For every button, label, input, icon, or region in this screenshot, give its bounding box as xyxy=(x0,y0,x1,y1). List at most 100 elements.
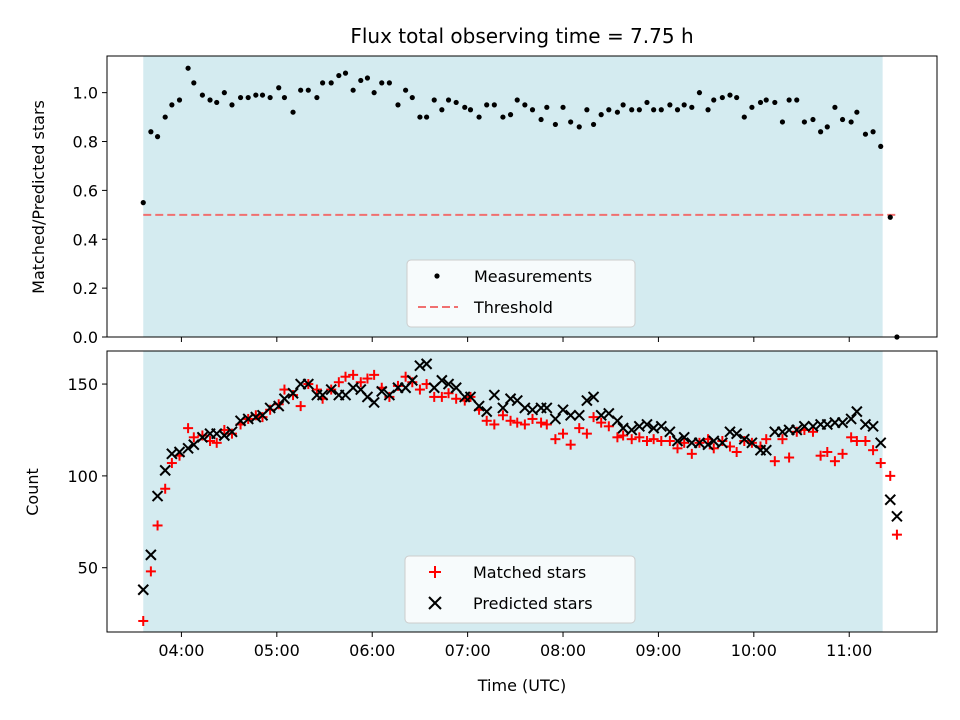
measurement-point xyxy=(870,129,876,135)
predicted-star-point xyxy=(617,422,629,434)
matched-star-point xyxy=(519,419,530,430)
measurement-point xyxy=(522,102,528,108)
measurement-point xyxy=(576,124,582,130)
measurement-point xyxy=(705,107,711,113)
measurement-point xyxy=(245,94,251,101)
matched-star-point xyxy=(407,377,418,388)
y-tick-label: 0.4 xyxy=(73,230,98,249)
predicted-star-point xyxy=(436,374,448,387)
matched-star-point xyxy=(340,371,351,382)
predicted-star-point xyxy=(655,420,667,433)
matched-star-point xyxy=(860,435,871,446)
count-panel: 50 100 150 04:00 05:00 06:00 07:00 08:00 09:00 1… xyxy=(23,350,938,695)
matched-star-point xyxy=(348,369,359,380)
measurement-point xyxy=(500,114,506,120)
measurement-point xyxy=(818,129,824,135)
ratio-panel-frame xyxy=(106,55,938,338)
matched-star-point xyxy=(138,615,149,626)
predicted-star-point xyxy=(798,420,811,433)
predicted-star-point xyxy=(776,426,789,438)
measurement-point xyxy=(689,104,695,110)
predicted-star-point xyxy=(573,409,585,421)
matched-star-point xyxy=(618,430,629,441)
legend-predicted-stars: Predicted stars xyxy=(473,594,593,613)
measurement-point xyxy=(237,94,244,101)
predicted-star-point xyxy=(557,404,569,416)
matched-star-point xyxy=(436,391,447,402)
measurement-point xyxy=(810,116,816,123)
predicted-star-point xyxy=(716,437,729,449)
measurement-point xyxy=(364,75,371,81)
predicted-star-point xyxy=(480,405,493,418)
measurement-point xyxy=(439,107,445,113)
y-tick-label: 100 xyxy=(67,467,98,486)
matched-star-point xyxy=(588,412,599,423)
matched-star-point xyxy=(885,470,896,481)
measurement-point xyxy=(350,87,356,93)
measurement-point xyxy=(162,114,168,120)
predicted-star-point xyxy=(420,358,433,370)
predicted-star-point xyxy=(226,426,238,438)
measurement-point xyxy=(207,97,213,103)
measurement-point xyxy=(191,80,197,86)
matched-star-point xyxy=(505,415,516,426)
measurement-points xyxy=(140,65,900,340)
matched-star-point xyxy=(295,401,306,412)
matched-star-point xyxy=(451,393,462,404)
matched-star-point xyxy=(868,445,879,456)
predicted-star-point xyxy=(159,464,171,477)
predicted-star-point xyxy=(564,409,577,421)
measurement-point xyxy=(854,109,860,115)
measurement-point xyxy=(148,129,154,135)
measurement-point xyxy=(681,102,687,108)
predicted-star-point xyxy=(182,442,194,455)
matched-star-point xyxy=(183,423,194,434)
predicted-star-point xyxy=(836,416,849,429)
measurement-point xyxy=(229,102,235,108)
measurement-point xyxy=(253,92,259,98)
matched-star-point xyxy=(851,435,862,446)
matched-star-point xyxy=(815,450,826,461)
matched-star-point xyxy=(497,410,508,421)
count-x-ticks: 04:00 05:00 06:00 07:00 08:00 09:00 10:00 11:00 xyxy=(158,632,872,660)
matched-star-point xyxy=(626,434,637,445)
predicted-star-point xyxy=(891,510,903,523)
matched-star-point xyxy=(288,390,299,401)
measurement-point xyxy=(786,97,792,103)
ratio-x-ticks xyxy=(180,337,850,342)
legend-threshold: Threshold xyxy=(473,298,553,317)
measurement-point xyxy=(484,102,490,108)
predicted-star-point xyxy=(702,438,714,451)
matched-star-point xyxy=(603,421,614,432)
predicted-star-point xyxy=(626,424,638,436)
x-tick-label: 07:00 xyxy=(445,641,491,660)
x-tick-label: 09:00 xyxy=(635,641,681,660)
matched-star-point xyxy=(489,419,500,430)
measurement-point xyxy=(379,80,385,86)
measurement-point xyxy=(651,107,657,113)
predicted-star-point xyxy=(581,394,593,407)
measurement-point xyxy=(544,104,550,110)
predicted-star-point xyxy=(708,435,720,447)
x-tick-label: 04:00 xyxy=(158,641,204,660)
measurement-point xyxy=(711,97,717,103)
measurement-point xyxy=(719,94,725,101)
measurement-point xyxy=(734,94,740,101)
matched-star-point xyxy=(717,435,728,446)
matched-star-point xyxy=(672,443,683,454)
measurement-point xyxy=(221,90,227,96)
measurement-point xyxy=(403,87,409,93)
measurement-point xyxy=(453,99,459,106)
x-tick-label: 10:00 xyxy=(731,641,777,660)
measurement-point xyxy=(614,109,621,115)
predicted-star-point xyxy=(587,391,600,403)
matched-star-point xyxy=(846,432,857,443)
measurement-point xyxy=(794,97,800,103)
measurement-point xyxy=(298,87,304,93)
matched-star-point xyxy=(807,426,818,437)
predicted-star-point xyxy=(450,382,462,394)
matched-star-point xyxy=(273,399,284,410)
measurement-point xyxy=(749,104,755,110)
matched-star-point xyxy=(362,373,373,384)
matched-star-point xyxy=(656,435,667,446)
